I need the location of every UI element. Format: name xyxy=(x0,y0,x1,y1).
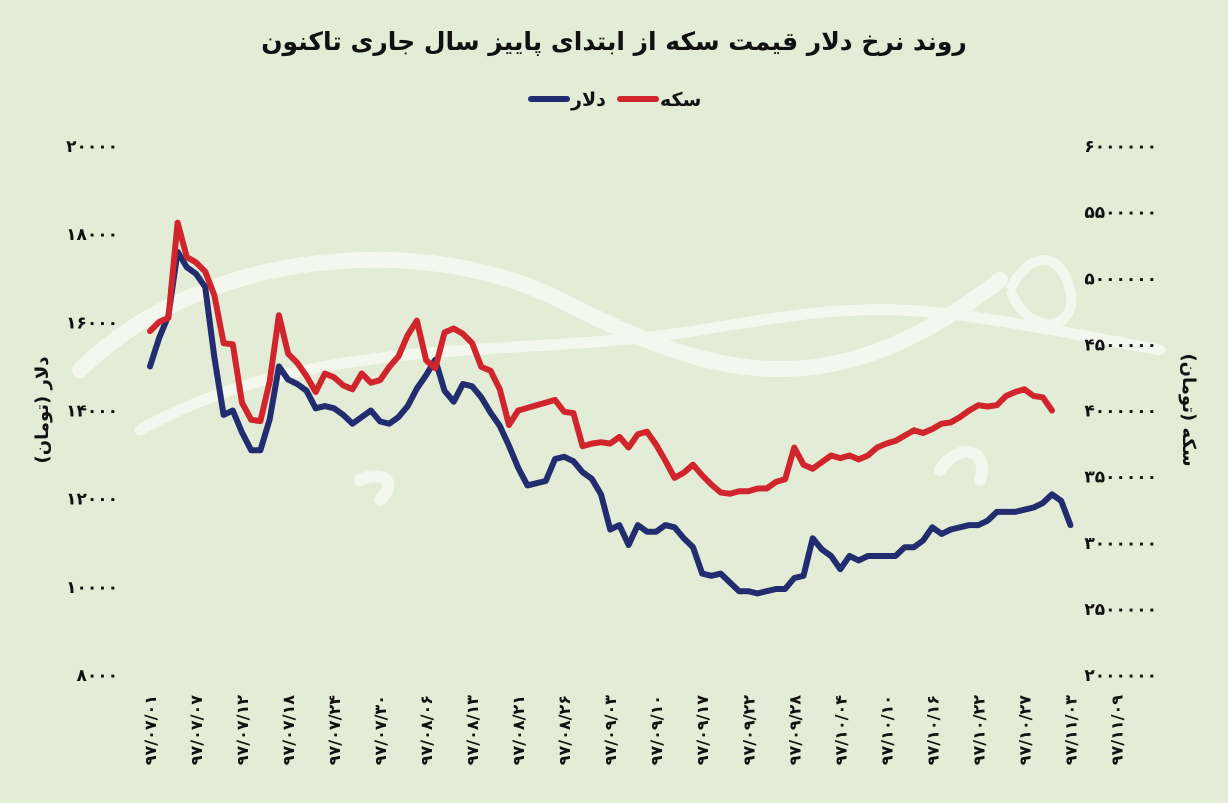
y-right-tick-label: ۴۵۰۰۰۰۰ xyxy=(1084,335,1157,355)
x-tick-label: ۹۷/۱۰/۱۶ xyxy=(923,695,942,765)
x-tick-label: ۹۷/۰۷/۰۷ xyxy=(187,695,206,766)
x-tick-label: ۹۷/۰۸/۲۱ xyxy=(509,695,528,765)
y-axis-left-ticks: ۸۰۰۰ ۱۰۰۰۰ ۱۲۰۰۰ ۱۴۰۰۰ ۱۶۰۰۰ ۱۸۰۰۰ ۲۰۰۰۰ xyxy=(66,137,118,686)
x-tick-label: ۹۷/۱۰/۲۷ xyxy=(1015,695,1034,766)
x-tick-label: ۹۷/۰۹/۰۳ xyxy=(601,695,620,766)
chart-title: روند نرخ دلار قیمت سکه از ابتدای پاییز س… xyxy=(261,27,967,57)
y-left-tick-label: ۸۰۰۰ xyxy=(76,666,118,686)
x-tick-label: ۹۷/۰۹/۱۷ xyxy=(693,695,712,766)
y-left-tick-label: ۱۸۰۰۰ xyxy=(66,225,118,245)
y-left-tick-label: ۲۰۰۰۰ xyxy=(66,137,118,157)
y-right-tick-label: ۵۰۰۰۰۰۰ xyxy=(1084,269,1157,289)
y-axis-left-title: دلار (تومان) xyxy=(32,356,53,463)
y-right-tick-label: ۲۰۰۰۰۰۰ xyxy=(1084,666,1157,686)
x-tick-label: ۹۷/۰۸/۰۶ xyxy=(417,695,436,765)
x-tick-label: ۹۷/۰۷/۰۱ xyxy=(141,695,160,765)
y-right-tick-label: ۵۵۰۰۰۰۰ xyxy=(1084,203,1157,223)
x-tick-label: ۹۷/۱۰/۰۴ xyxy=(831,695,850,766)
series-line-dollar xyxy=(147,248,1074,597)
x-tick-label: ۹۷/۰۷/۲۴ xyxy=(325,695,344,766)
y-right-tick-label: ۲۵۰۰۰۰۰ xyxy=(1084,600,1157,620)
x-axis-ticks: ۹۷/۰۷/۰۱ ۹۷/۰۷/۰۷ ۹۷/۰۷/۱۲ ۹۷/۰۷/۱۸ ۹۷/۰۷/۲۴… xyxy=(141,695,1126,766)
legend-label-coin: سکه xyxy=(660,89,701,111)
y-left-tick-label: ۱۲۰۰۰ xyxy=(66,490,118,510)
x-tick-label: ۹۷/۰۹/۲۸ xyxy=(785,695,804,766)
x-tick-label: ۹۷/۰۷/۳۰ xyxy=(371,695,390,765)
series-line-coin xyxy=(147,219,1055,497)
x-tick-label: ۹۷/۰۹/۲۲ xyxy=(739,695,758,766)
legend: سکه دلار xyxy=(528,89,701,111)
y-axis-right-ticks: ۲۰۰۰۰۰۰ ۲۵۰۰۰۰۰ ۳۰۰۰۰۰۰ ۳۵۰۰۰۰۰ ۴۰۰۰۰۰۰ ۴۵۰۰۰… xyxy=(1084,137,1157,686)
x-tick-label: ۹۷/۱۰/۲۲ xyxy=(969,695,988,766)
y-left-tick-label: ۱۴۰۰۰ xyxy=(66,402,118,422)
x-tick-label: ۹۷/۰۷/۱۲ xyxy=(233,695,252,766)
y-axis-right-title: سکه (تومان) xyxy=(1178,353,1199,466)
series-layer xyxy=(147,219,1074,597)
x-tick-label: ۹۷/۱۰/۱۰ xyxy=(877,695,896,765)
x-tick-label: ۹۷/۱۱/۰۳ xyxy=(1061,695,1080,766)
legend-label-dollar: دلار xyxy=(570,89,606,111)
y-right-tick-label: ۳۰۰۰۰۰۰ xyxy=(1084,534,1157,554)
x-tick-label: ۹۷/۰۸/۲۶ xyxy=(555,695,574,765)
x-tick-label: ۹۷/۰۸/۱۳ xyxy=(463,695,482,766)
x-tick-label: ۹۷/۰۹/۱۰ xyxy=(647,695,666,765)
y-right-tick-label: ۳۵۰۰۰۰۰ xyxy=(1084,468,1157,488)
y-right-tick-label: ۶۰۰۰۰۰۰ xyxy=(1084,137,1157,157)
watermark xyxy=(72,251,1166,506)
x-tick-label: ۹۷/۱۱/۰۹ xyxy=(1107,695,1126,766)
y-left-tick-label: ۱۶۰۰۰ xyxy=(66,313,118,333)
y-left-tick-label: ۱۰۰۰۰ xyxy=(66,578,118,598)
x-tick-label: ۹۷/۰۷/۱۸ xyxy=(279,695,298,766)
y-right-tick-label: ۴۰۰۰۰۰۰ xyxy=(1084,402,1157,422)
